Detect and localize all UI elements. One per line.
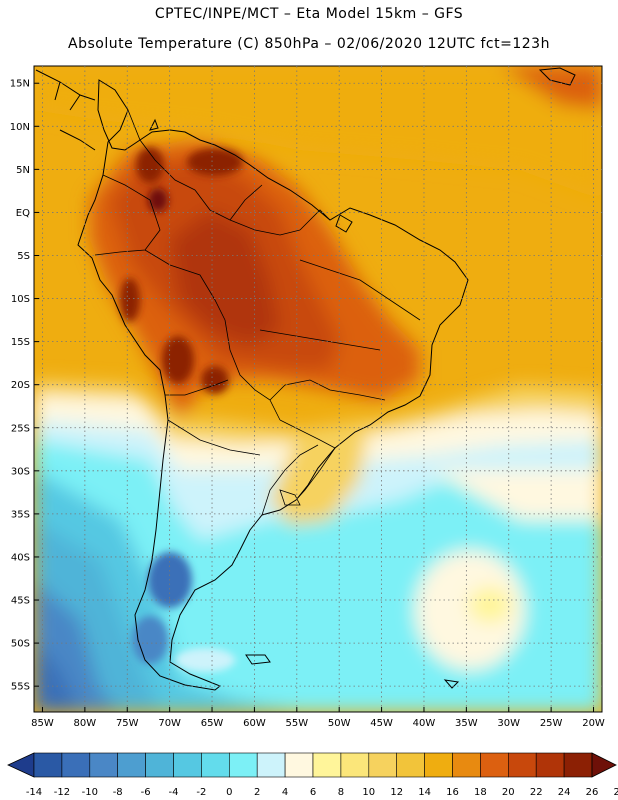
lat-label: 5S [17, 251, 30, 262]
lon-label: 25W [540, 718, 563, 729]
lat-label: 5N [16, 165, 30, 176]
lat-label: 45S [11, 596, 30, 607]
colorbar-segment [563, 752, 593, 778]
temperature-field [34, 66, 602, 712]
country-borders [94, 109, 421, 516]
colorbar-segment [284, 752, 314, 778]
lat-label: 55S [11, 682, 30, 693]
colorbar-label: 26 [586, 787, 599, 798]
colorbar-label: 0 [226, 787, 232, 798]
colorbar-segment [396, 752, 425, 778]
colorbar-segment [535, 752, 565, 778]
colorbar-label: -6 [141, 787, 151, 798]
graticule [34, 66, 602, 712]
colorbar-label: 22 [530, 787, 543, 798]
colorbar-high-arrow [591, 752, 617, 778]
colorbar-label: -14 [26, 787, 42, 798]
lat-label: 40S [11, 552, 30, 563]
colorbar-low-arrow [7, 752, 35, 778]
lon-label: 20W [582, 718, 605, 729]
lon-label: 65W [201, 718, 224, 729]
colorbar-label: 20 [502, 787, 515, 798]
colorbar-segment [89, 752, 119, 778]
colorbar-label: 16 [446, 787, 459, 798]
lat-label: EQ [16, 208, 30, 219]
colorbar-label: 8 [338, 787, 344, 798]
colorbar-segment [340, 752, 370, 778]
colorbar-label: 4 [282, 787, 288, 798]
lon-label: 35W [455, 718, 478, 729]
colorbar-label: 14 [418, 787, 431, 798]
colorbar-segment [229, 752, 258, 778]
lat-label: 15N [10, 79, 30, 90]
colorbar-label: -8 [113, 787, 123, 798]
colorbar-segment [312, 752, 342, 778]
lon-label: 45W [370, 718, 393, 729]
lon-label: 50W [328, 718, 351, 729]
colorbar-label: 12 [390, 787, 403, 798]
colorbar-segment [507, 752, 537, 778]
lon-label: 30W [497, 718, 520, 729]
lon-label: 75W [116, 718, 139, 729]
longitude-labels: 85W 80W 75W 70W 65W 60W 55W 50W 45W 40W 35W 30W 25W 2… [31, 718, 605, 729]
colorbar-segment [424, 752, 453, 778]
lat-label: 25S [11, 423, 30, 434]
colorbar-segment [117, 752, 146, 778]
colorbar-label: 28 [614, 787, 618, 798]
map-frame [33, 65, 603, 713]
lon-label: 40W [413, 718, 436, 729]
colorbar-segment [33, 752, 63, 778]
lat-label: 10S [11, 294, 30, 305]
colorbar-label: 24 [558, 787, 571, 798]
colorbar-segment [201, 752, 230, 778]
colorbar-label: 6 [310, 787, 316, 798]
colorbar-segment [368, 752, 397, 778]
colorbar-segment [145, 752, 174, 778]
colorbar-label: -2 [196, 787, 206, 798]
lat-label: 10N [10, 122, 30, 133]
lon-label: 55W [285, 718, 308, 729]
title-line-1: CPTEC/INPE/MCT – Eta Model 15km – GFS [154, 6, 464, 22]
lon-label: 60W [243, 718, 266, 729]
colorbar-segment [61, 752, 91, 778]
lon-label: 80W [74, 718, 97, 729]
lat-label: 50S [11, 639, 30, 650]
lat-label: 35S [11, 509, 30, 520]
lat-label: 30S [11, 466, 30, 477]
colorbar-label: -12 [54, 787, 70, 798]
colorbar-segment [480, 752, 509, 778]
colorbar-segment [173, 752, 202, 778]
colorbar-label: -10 [82, 787, 98, 798]
colorbar: -14 -12 -10 -8 -6 -4 -2 0 2 4 6 8 10 12 14 16 18 20 22 24 26… [7, 752, 618, 798]
lon-label: 85W [31, 718, 54, 729]
latitude-labels: 15N 10N 5N EQ 5S 10S 15S 20S 25S 30S 35S 40S 45S 50S 5… [10, 79, 30, 693]
lon-label: 70W [158, 718, 181, 729]
colorbar-label: -4 [169, 787, 179, 798]
colorbar-label: 18 [474, 787, 487, 798]
title-line-2: Absolute Temperature (C) 850hPa – 02/06/… [68, 36, 550, 52]
colorbar-segment [256, 752, 286, 778]
colorbar-label: 2 [254, 787, 260, 798]
lat-label: 15S [11, 337, 30, 348]
lat-label: 20S [11, 380, 30, 391]
colorbar-label: 10 [362, 787, 375, 798]
colorbar-segment [452, 752, 481, 778]
